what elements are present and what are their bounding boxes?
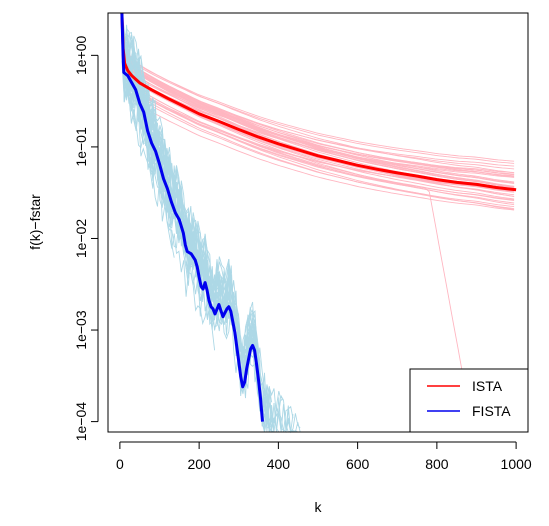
x-tick-label: 1000 [501, 456, 532, 472]
x-tick-label: 200 [187, 456, 211, 472]
ista-trial-line [121, 12, 515, 188]
legend-label-ista: ISTA [472, 378, 503, 394]
ista-trial-line [121, 12, 515, 177]
ista-trial-line [121, 12, 515, 174]
y-tick-label: 1e−02 [73, 219, 89, 259]
ista-trial-line [121, 12, 515, 211]
plot-frame [107, 12, 529, 433]
ista-trial-line [121, 12, 515, 162]
mean-lines [120, 12, 517, 422]
ista-trial-line [121, 12, 515, 201]
ista-trial-line [121, 12, 515, 200]
y-axis: 1e+00 1e−01 1e−02 1e−03 1e−04 [73, 35, 99, 442]
ista-trial-line [121, 12, 515, 174]
ista-trial-line [121, 12, 515, 204]
ista-trial-line [121, 12, 515, 206]
ista-trial-line [121, 24, 475, 433]
fista-trial-line [121, 12, 294, 433]
x-axis: 0 200 400 600 800 1000 [116, 441, 532, 472]
fista-trial-line [121, 12, 294, 433]
ista-series-line [120, 12, 517, 192]
legend-label-fista: FISTA [472, 403, 511, 419]
x-tick-label: 400 [267, 456, 291, 472]
x-axis-label: k [315, 499, 323, 515]
legend: ISTA FISTA [409, 368, 529, 433]
y-tick-label: 1e−03 [73, 310, 89, 350]
ista-trial-line [121, 12, 515, 210]
x-tick-label: 600 [346, 456, 370, 472]
y-tick-label: 1e+00 [73, 35, 89, 75]
ista-trial-line [121, 12, 515, 177]
x-tick-label: 800 [425, 456, 449, 472]
ista-trial-line [121, 12, 515, 188]
fista-trial-lines [121, 12, 303, 434]
legend-box [409, 368, 529, 433]
ista-trial-line [121, 12, 515, 192]
fista-trial-line [121, 12, 225, 315]
fista-trial-line [121, 60, 213, 326]
ista-trial-line [121, 12, 515, 164]
x-tick-label: 0 [116, 456, 124, 472]
y-tick-label: 1e−01 [73, 127, 89, 167]
fista-series-line [120, 12, 264, 422]
y-axis-label: f(k)−fstar [27, 194, 43, 250]
y-tick-label: 1e−04 [73, 402, 89, 442]
